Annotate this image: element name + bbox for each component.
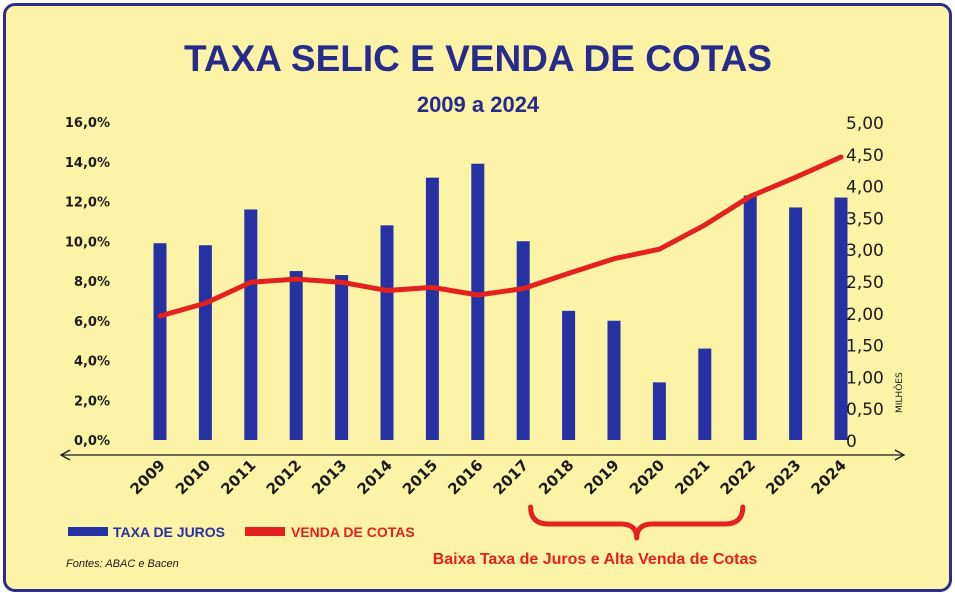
left-tick-label: 16,0% (65, 116, 110, 131)
left-tick-label: 2,0% (74, 394, 110, 409)
bar-2016 (471, 163, 485, 441)
left-tick-label: 10,0% (65, 235, 110, 250)
x-tick-label: 2014 (354, 456, 396, 498)
bar-2019 (607, 320, 621, 440)
bar-2009 (153, 243, 167, 440)
right-tick-label: 4,50 (846, 146, 884, 166)
x-axis: 2009 2010 2011 2012 2013 2014 2015 2016 2017 2018… (127, 456, 850, 498)
bar-2010 (198, 245, 212, 440)
bar-2011 (244, 209, 258, 440)
left-tick-label: 4,0% (74, 355, 110, 370)
x-tick-label: 2012 (263, 456, 305, 498)
bar-2024 (834, 197, 848, 440)
chart-title: TAXA SELIC E VENDA DE COTAS (184, 38, 772, 79)
right-tick-label: 1,50 (846, 337, 884, 357)
venda-de-cotas-line (157, 154, 844, 319)
x-tick-label: 2019 (581, 456, 623, 498)
x-axis-arrow-right (894, 449, 906, 461)
source-note: Fontes: ABAC e Bacen (66, 558, 179, 570)
right-tick-label: 3,00 (846, 241, 884, 261)
x-tick-label: 2009 (127, 456, 169, 498)
x-axis-arrow-left (59, 449, 71, 461)
annotation-text: Baixa Taxa de Juros e Alta Venda de Cota… (433, 551, 758, 568)
left-tick-label: 12,0% (65, 196, 110, 211)
x-tick-label: 2018 (535, 456, 577, 498)
bar-2017 (516, 241, 530, 440)
right-tick-label: 1,00 (846, 368, 884, 388)
x-tick-label: 2017 (490, 456, 532, 498)
left-tick-label: 14,0% (65, 156, 110, 171)
legend-label-venda-de-cotas: VENDA DE COTAS (291, 524, 415, 540)
right-axis-label: MILHÕES (893, 372, 905, 413)
left-tick-label: 8,0% (74, 275, 110, 290)
left-tick-label: 0,0% (74, 434, 110, 449)
left-axis: 0,0% 2,0% 4,0% 6,0% 8,0% 10,0% 12,0% 14,0% 16,0% (65, 116, 110, 449)
x-tick-label: 2016 (444, 456, 486, 498)
bar-2023 (789, 207, 803, 440)
legend-label-taxa-de-juros: TAXA DE JUROS (113, 524, 225, 540)
legend-swatch-venda-de-cotas (245, 527, 285, 536)
right-tick-label: 2,50 (846, 273, 884, 293)
right-tick-label: 4,00 (846, 178, 884, 198)
bar-2021 (698, 348, 712, 440)
left-tick-label: 6,0% (74, 315, 110, 330)
bar-2014 (380, 225, 394, 440)
right-tick-label: 3,50 (846, 209, 884, 229)
x-tick-label: 2020 (626, 456, 668, 498)
bar-series (153, 163, 848, 441)
x-tick-label: 2010 (172, 456, 214, 498)
legend-swatch-taxa-de-juros (68, 527, 108, 536)
bar-2018 (562, 310, 576, 440)
x-tick-label: 2024 (808, 456, 850, 498)
bar-2013 (335, 275, 349, 440)
x-tick-label: 2021 (671, 456, 713, 498)
right-tick-label: 0 (846, 432, 857, 452)
x-tick-label: 2023 (762, 456, 804, 498)
right-tick-label: 5,00 (846, 114, 884, 134)
right-tick-label: 0,50 (846, 400, 884, 420)
x-tick-label: 2011 (217, 456, 259, 498)
annotation-brace (528, 504, 746, 541)
bar-2022 (743, 195, 757, 440)
bar-2020 (652, 382, 666, 440)
right-tick-label: 2,00 (846, 305, 884, 325)
bar-2015 (425, 177, 439, 440)
bar-2012 (289, 271, 303, 440)
x-tick-label: 2013 (308, 456, 350, 498)
x-tick-label: 2015 (399, 456, 441, 498)
chart-subtitle: 2009 a 2024 (417, 92, 540, 117)
x-tick-label: 2022 (717, 456, 759, 498)
right-axis: 0 0,50 1,00 1,50 2,00 2,50 3,00 3,50 4,00 4,50 5,0… (846, 114, 884, 452)
